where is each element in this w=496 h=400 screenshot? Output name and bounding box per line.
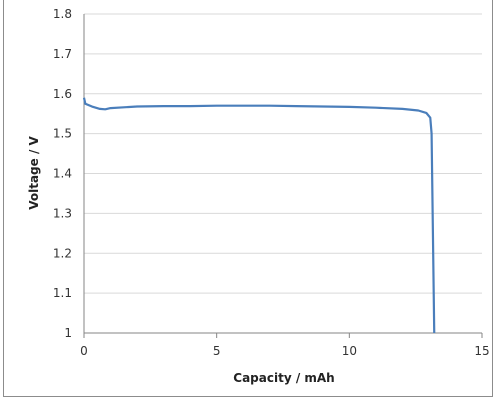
y-tick-label: 1.3: [53, 206, 72, 220]
y-tick-label: 1.2: [53, 246, 72, 260]
axes: [83, 14, 483, 338]
series-line: [82, 97, 436, 334]
x-tick-labels: 0 5 10 15: [80, 344, 489, 358]
x-tick-label: 5: [213, 344, 221, 358]
x-tick-label: 10: [342, 344, 357, 358]
grid-lines: [84, 13, 482, 294]
y-tick-label: 1.1: [53, 286, 72, 300]
chart-frame: [3, 0, 493, 397]
x-tick-label: 15: [474, 344, 489, 358]
y-tick-label: 1.6: [53, 87, 72, 101]
y-tick-label: 1.4: [53, 167, 72, 181]
x-axis-title: Capacity / mAh: [233, 371, 334, 385]
series-group: [82, 97, 436, 334]
y-tick-label: 1: [64, 326, 72, 340]
y-axis-title: Voltage / V: [27, 136, 41, 210]
y-tick-label: 1.5: [53, 127, 72, 141]
y-tick-label: 1.8: [53, 7, 72, 21]
y-tick-labels: 1 1.1 1.2 1.3 1.4 1.5 1.6 1.7 1.8: [53, 7, 72, 340]
y-tick-label: 1.7: [53, 47, 72, 61]
x-tick-label: 0: [80, 344, 88, 358]
